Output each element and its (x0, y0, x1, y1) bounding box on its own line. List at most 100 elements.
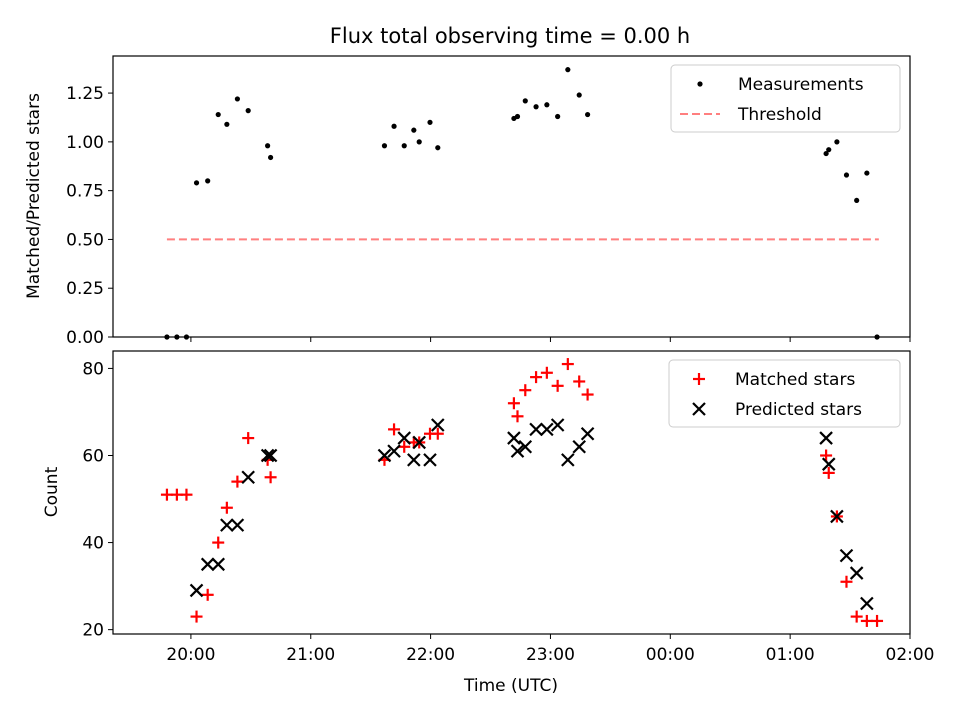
matched-star-point (242, 432, 255, 445)
predicted-star-point (412, 435, 426, 450)
matched-star-point (573, 375, 586, 388)
matched-star-point (822, 466, 835, 479)
predicted-star-point (241, 470, 255, 485)
predicted-star-point (200, 557, 215, 572)
top-y-tick-label: 0.25 (66, 279, 104, 299)
measurement-point (854, 197, 860, 204)
measurement-point (435, 145, 441, 151)
predicted-star-point (189, 583, 204, 598)
predicted-star-point (431, 418, 445, 432)
matched-star-point (530, 371, 543, 384)
measurement-point (555, 113, 561, 120)
legend-matched-label: Matched stars (735, 370, 855, 390)
measurement-point (544, 102, 550, 108)
measurement-point (268, 154, 274, 161)
predicted-star-point (230, 518, 245, 532)
top-legend-box (670, 64, 901, 133)
measurement-point (514, 113, 521, 120)
matched-star-point (201, 588, 214, 601)
matched-star-point (264, 471, 277, 484)
bottom-panel: 20:00 21:00 22:00 23:00 00:00 01:00 02:00 20 40… (42, 350, 935, 696)
measurement-point (843, 172, 850, 178)
bottom-x-ticks: 20:00 21:00 22:00 23:00 00:00 01:00 02:00 (166, 634, 935, 665)
top-y-tick-label: 0.50 (66, 230, 104, 250)
matched-star-point (551, 379, 564, 392)
measurement-point (411, 127, 417, 133)
matched-star-point (850, 610, 863, 623)
predicted-star-point (377, 448, 392, 463)
measurement-point (834, 139, 840, 145)
top-x-ticks (190, 337, 911, 342)
top-y-tick-label: 0.00 (66, 328, 104, 348)
matched-star-point (180, 488, 193, 501)
predicted-star-point (211, 557, 226, 572)
predicted-star-point (561, 453, 575, 467)
measurement-point (245, 108, 251, 114)
predicted-star-point (387, 444, 401, 458)
predicted-star-point (849, 566, 864, 580)
predicted-star-point (510, 444, 525, 458)
matched-star-point (190, 610, 203, 623)
top-y-tick-label: 1.00 (66, 133, 104, 153)
measurement-point (174, 334, 180, 340)
predicted-star-point (529, 422, 543, 437)
measurement-point (164, 334, 170, 340)
predicted-star-point (507, 431, 521, 445)
measurement-point (826, 147, 832, 153)
bottom-y-tick-label: 40 (82, 534, 104, 554)
x-axis-label: Time (UTC) (463, 676, 558, 696)
top-legend: Measurements Threshold (670, 64, 901, 133)
matched-star-point (388, 423, 401, 436)
predicted-star-point (550, 418, 565, 432)
legend-predicted-label: Predicted stars (735, 400, 862, 420)
predicted-star-point (580, 426, 595, 441)
top-y-ticks: 0.00 0.25 0.50 0.75 1.00 1.25 (66, 84, 113, 348)
bottom-y-tick-label: 80 (82, 359, 104, 379)
legend-threshold-label: Threshold (737, 105, 822, 125)
measurement-point (427, 119, 433, 125)
measurement-point (193, 180, 200, 186)
matched-star-point (561, 358, 574, 371)
measurement-point (416, 139, 422, 145)
measurement-point (585, 111, 591, 118)
x-tick-label: 20:00 (166, 645, 215, 665)
measurement-point (874, 334, 880, 340)
x-tick-label: 21:00 (286, 645, 335, 665)
top-plot-frame (112, 55, 911, 338)
top-panel: 0.00 0.25 0.50 0.75 1.00 1.25 Matched/Predict… (24, 55, 911, 348)
bottom-y-axis-label: Count (42, 466, 62, 517)
matched-star-point (581, 388, 594, 401)
bottom-plot-frame (112, 350, 911, 635)
matched-star-point (820, 449, 833, 462)
predicted-star-point (260, 448, 275, 463)
predicted-star-point (518, 440, 533, 454)
x-tick-label: 22:00 (406, 645, 455, 665)
x-tick-label: 00:00 (646, 645, 695, 665)
matched-star-point (511, 410, 524, 423)
x-tick-label: 02:00 (886, 645, 935, 665)
matched-star-point (860, 614, 873, 627)
matched-star-point (231, 475, 244, 488)
measurement-point (401, 143, 407, 149)
bottom-plot-marks (160, 358, 884, 627)
measurement-point (234, 96, 241, 102)
measurement-point (576, 92, 582, 98)
top-y-tick-label: 0.75 (66, 182, 104, 202)
x-tick-label: 23:00 (526, 645, 575, 665)
predicted-star-point (830, 509, 844, 524)
top-y-axis-label: Matched/Predicted stars (24, 93, 44, 299)
x-tick-label: 01:00 (766, 645, 815, 665)
bottom-y-ticks: 20 40 60 80 (82, 359, 113, 641)
matched-star-point (519, 384, 532, 397)
predicted-star-point (821, 457, 836, 471)
measurement-point (381, 143, 388, 149)
measurement-point (183, 334, 190, 340)
measurement-point (205, 178, 211, 184)
matched-star-point (507, 397, 520, 410)
measurement-point (265, 143, 271, 149)
matched-star-point (840, 575, 853, 588)
predicted-star-point (263, 448, 278, 463)
chart-title: Flux total observing time = 0.00 h (330, 24, 690, 48)
legend-measurements-label: Measurements (738, 75, 864, 95)
matched-star-point (540, 366, 553, 379)
